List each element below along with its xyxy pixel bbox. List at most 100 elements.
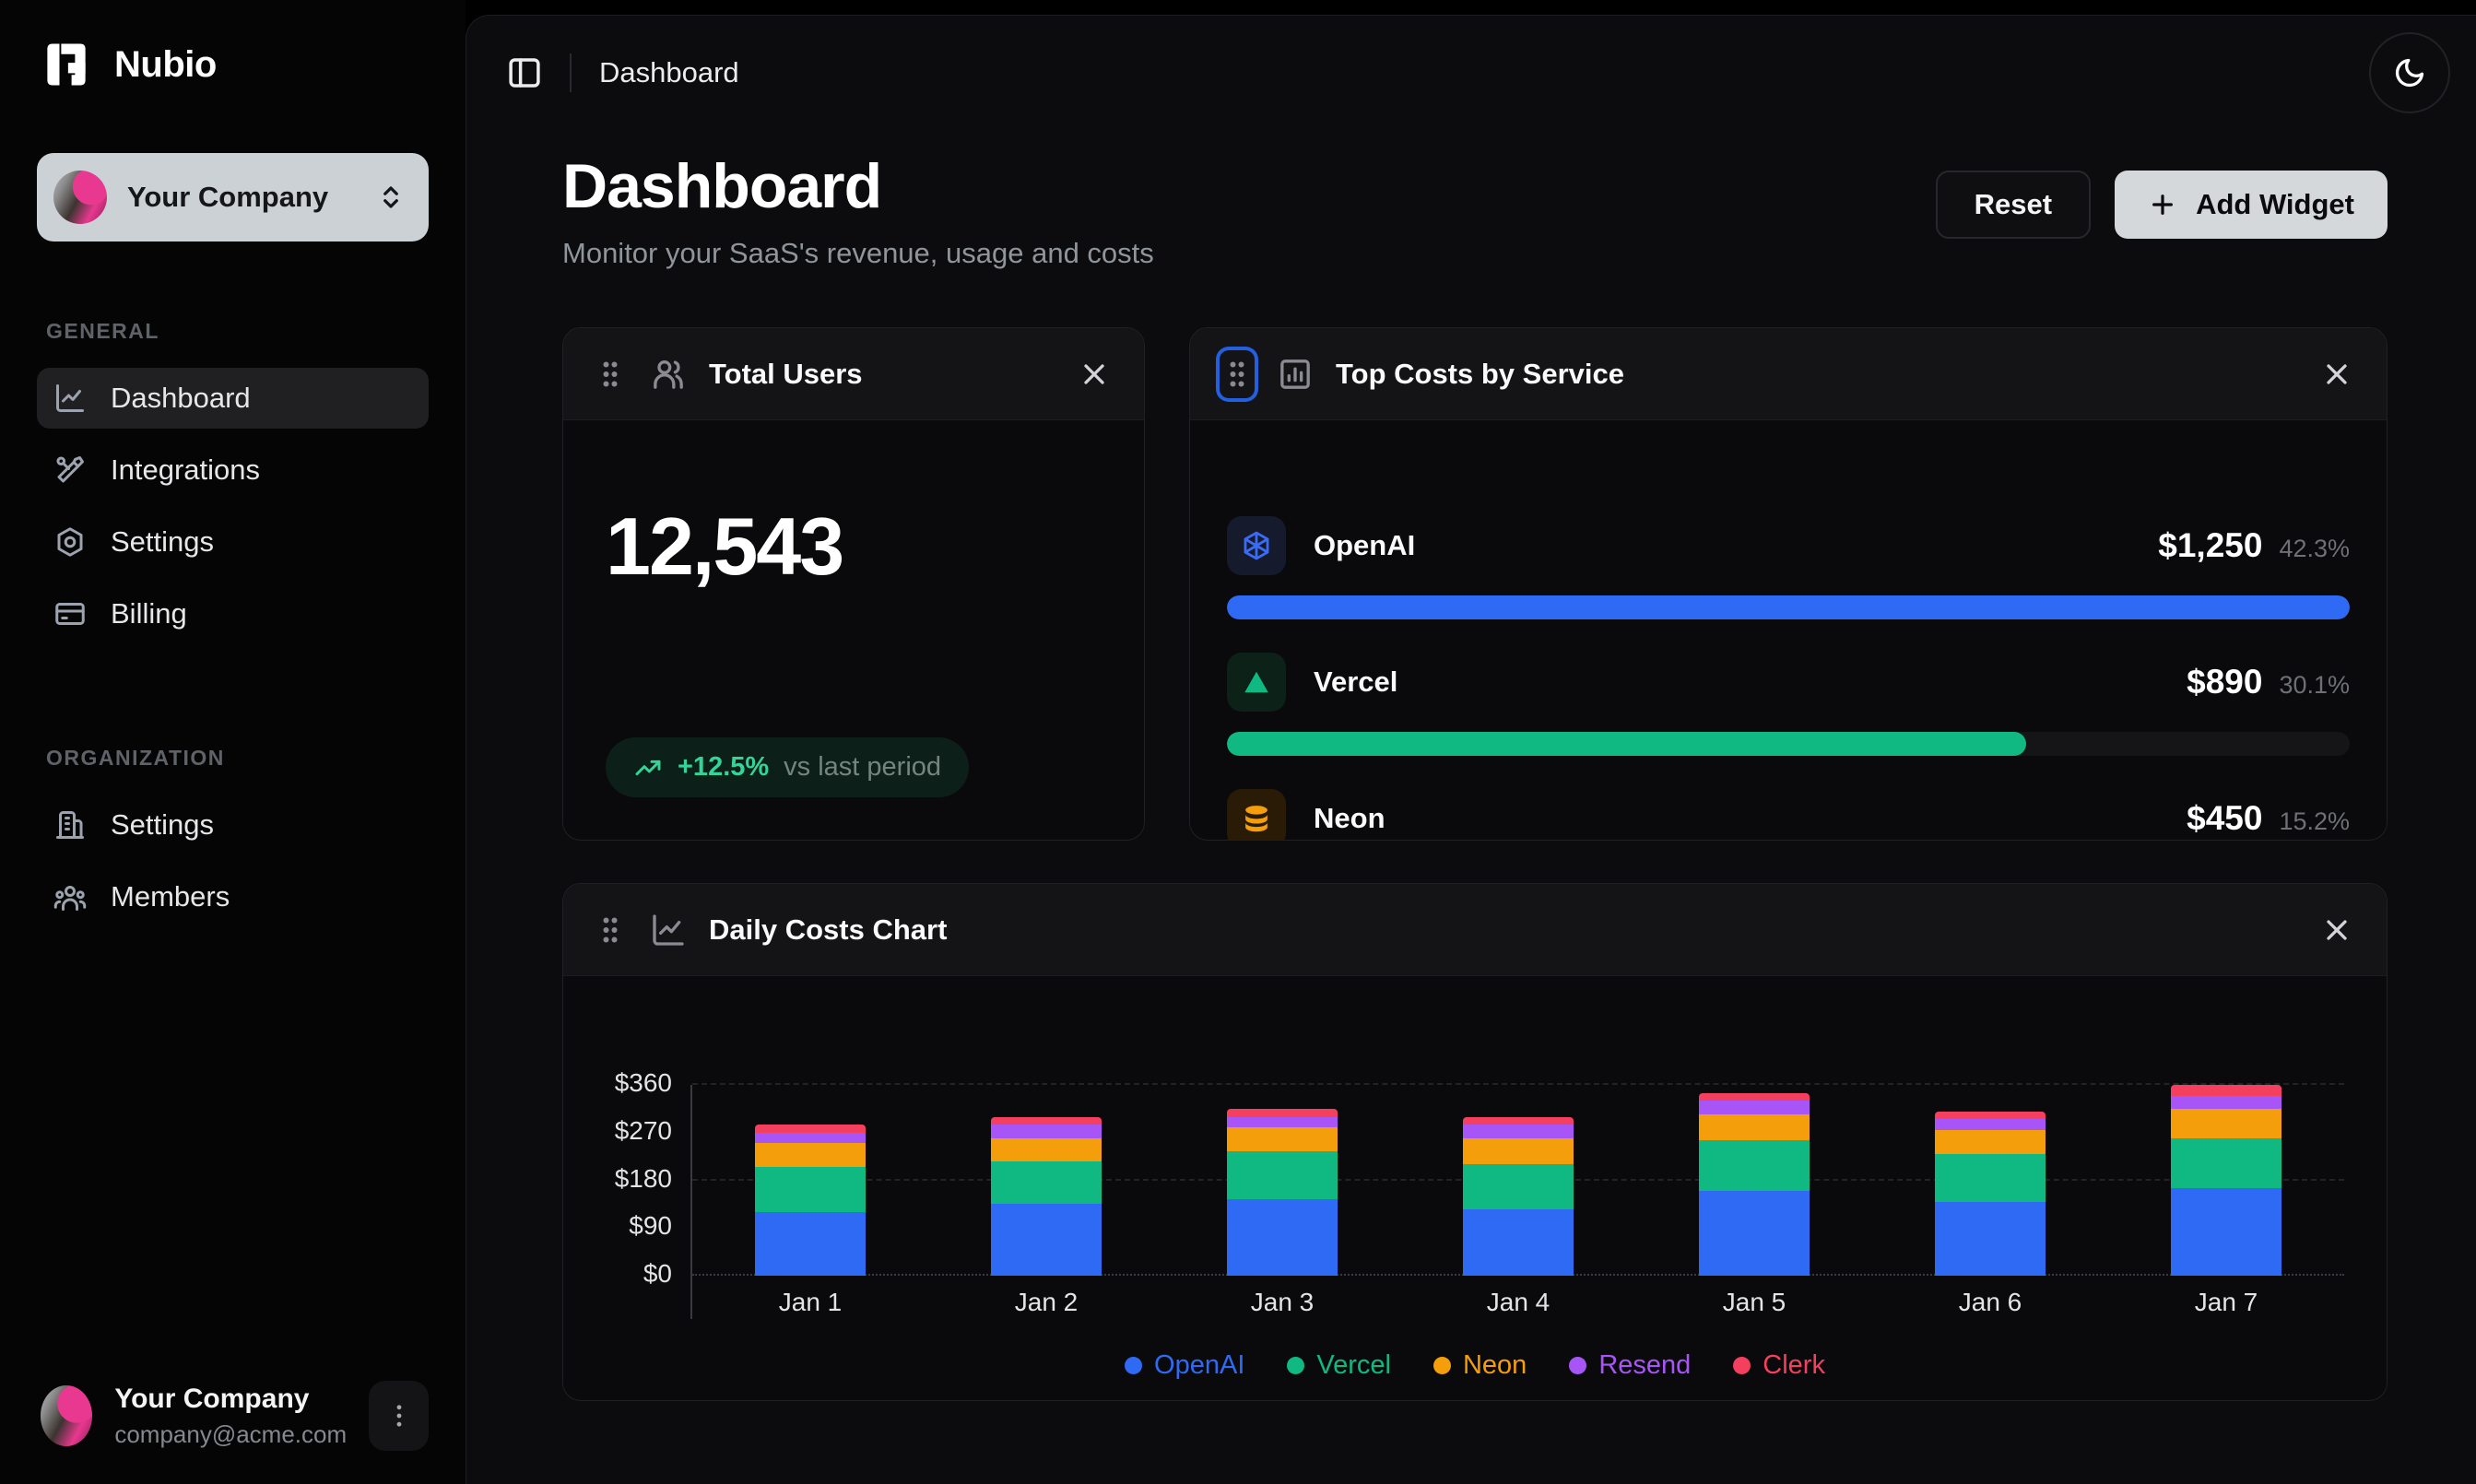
bar-group[interactable]: Jan 6 [1935, 1085, 2046, 1319]
ellipsis-vertical-icon [383, 1400, 415, 1431]
panel-left-icon [505, 53, 544, 92]
service-progress-fill [1227, 732, 2026, 756]
bar-segment-openai [755, 1212, 866, 1276]
legend-label: OpenAI [1154, 1350, 1244, 1381]
x-axis-tick: Jan 5 [1723, 1276, 1786, 1319]
bar-group[interactable]: Jan 7 [2171, 1085, 2281, 1319]
sidebar-item-members[interactable]: Members [37, 866, 429, 927]
bar-group[interactable]: Jan 1 [755, 1085, 866, 1319]
sidebar: Nubio Your Company GENERAL Dashboard Int… [0, 0, 466, 1484]
service-row-neon: Neon $450 15.2% [1227, 789, 2350, 840]
bar-segment-resend [1463, 1125, 1574, 1137]
sidebar-item-dashboard[interactable]: Dashboard [37, 368, 429, 429]
close-icon [2320, 358, 2353, 391]
gear-icon [53, 525, 87, 559]
workspace-selector[interactable]: Your Company [37, 153, 429, 241]
users-icon [650, 356, 687, 393]
bar-group[interactable]: Jan 3 [1227, 1085, 1338, 1319]
bar-stack [2171, 1085, 2281, 1276]
legend-dot [1433, 1357, 1451, 1374]
user-card: Your Company company@acme.com [37, 1381, 429, 1451]
sidebar-item-label: Dashboard [111, 382, 251, 415]
legend-dot [1287, 1357, 1304, 1374]
x-axis-tick: Jan 7 [2195, 1276, 2258, 1319]
workspace-name: Your Company [127, 181, 357, 214]
legend-label: Neon [1463, 1350, 1527, 1381]
bar-segment-neon [1463, 1138, 1574, 1165]
header-actions: Reset Add Widget [1936, 171, 2388, 239]
close-widget-button[interactable] [2317, 910, 2357, 950]
bar-stack [1463, 1117, 1574, 1277]
bar-segment-vercel [1227, 1151, 1338, 1199]
bar-stack [991, 1117, 1102, 1277]
moon-icon [2393, 56, 2426, 89]
user-menu-button[interactable] [369, 1381, 429, 1451]
x-axis-tick: Jan 1 [779, 1276, 843, 1319]
y-axis-tick: $360 [615, 1068, 672, 1098]
openai-logo-icon [1239, 528, 1274, 563]
neon-logo-tile [1227, 789, 1286, 840]
service-progress-track [1227, 595, 2350, 619]
bar-segment-openai [991, 1204, 1102, 1276]
credit-card-icon [53, 597, 87, 630]
widget-title: Top Costs by Service [1336, 358, 1624, 391]
bar-segment-clerk [1935, 1112, 2046, 1120]
sidebar-item-integrations[interactable]: Integrations [37, 440, 429, 501]
drag-handle[interactable] [593, 350, 628, 398]
sidebar-toggle-button[interactable] [503, 52, 546, 94]
sidebar-nav-general: Dashboard Integrations Settings Billing [37, 368, 429, 644]
legend-item-openai: OpenAI [1125, 1350, 1244, 1381]
widget-header: Top Costs by Service [1190, 328, 2387, 420]
service-amount: $450 [2187, 799, 2262, 838]
service-name: OpenAI [1314, 529, 1415, 562]
total-users-body: 12,543 +12.5% vs last period [563, 420, 1144, 840]
service-line: Neon $450 15.2% [1227, 789, 2350, 840]
service-percent: 42.3% [2279, 535, 2350, 563]
bar-stack [1227, 1109, 1338, 1276]
bar-group[interactable]: Jan 4 [1463, 1085, 1574, 1319]
reset-button[interactable]: Reset [1936, 171, 2091, 239]
bar-segment-neon [1227, 1127, 1338, 1151]
service-name: Vercel [1314, 665, 1397, 699]
drag-handle[interactable] [593, 906, 628, 954]
bar-segment-resend [755, 1133, 866, 1144]
bar-group[interactable]: Jan 5 [1699, 1085, 1810, 1319]
close-icon [2320, 913, 2353, 947]
legend-item-clerk: Clerk [1733, 1350, 1825, 1381]
bar-segment-openai [1463, 1209, 1574, 1276]
sidebar-item-billing[interactable]: Billing [37, 583, 429, 644]
user-meta: Your Company company@acme.com [114, 1384, 347, 1449]
close-widget-button[interactable] [1074, 354, 1114, 395]
widget-top-costs: Top Costs by Service OpenAI $1 [1189, 327, 2388, 841]
bar-segment-openai [1227, 1199, 1338, 1276]
bar-stack [1935, 1112, 2046, 1276]
legend-item-vercel: Vercel [1287, 1350, 1391, 1381]
legend-item-neon: Neon [1433, 1350, 1527, 1381]
service-amount: $1,250 [2158, 526, 2262, 565]
section-label-general: GENERAL [46, 319, 429, 344]
y-axis-tick: $180 [615, 1164, 672, 1194]
sidebar-item-label: Billing [111, 597, 187, 630]
chart-line-icon [53, 382, 87, 415]
bar-segment-vercel [1935, 1154, 2046, 1202]
bar-group[interactable]: Jan 2 [991, 1085, 1102, 1319]
delta-value: +12.5% [678, 752, 769, 783]
sidebar-item-settings[interactable]: Settings [37, 512, 429, 572]
bar-segment-vercel [1699, 1140, 1810, 1191]
bar-segment-vercel [991, 1161, 1102, 1204]
close-widget-button[interactable] [2317, 354, 2357, 395]
bar-segment-neon [991, 1138, 1102, 1162]
grip-vertical-icon [1225, 358, 1249, 391]
topbar: Dashboard [466, 16, 2476, 130]
add-widget-button[interactable]: Add Widget [2115, 171, 2388, 239]
bar-segment-vercel [1463, 1164, 1574, 1209]
sidebar-item-org-settings[interactable]: Settings [37, 795, 429, 855]
close-icon [1078, 358, 1111, 391]
y-axis: $0$90$180$270$360 [606, 1085, 672, 1319]
bar-stack [1699, 1093, 1810, 1276]
theme-toggle-button[interactable] [2369, 32, 2450, 113]
drag-handle[interactable] [1220, 350, 1255, 398]
workspace-avatar [53, 171, 107, 224]
legend-dot [1125, 1357, 1142, 1374]
bar-segment-resend [1935, 1119, 2046, 1130]
